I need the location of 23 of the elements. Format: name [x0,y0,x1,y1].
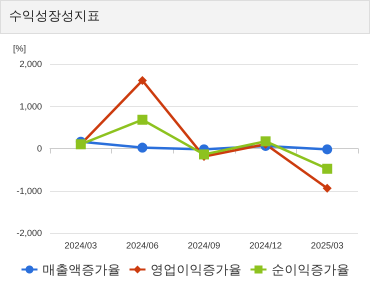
point [322,184,332,193]
point [138,76,147,85]
point [199,149,209,160]
x-tick-label: 2024/09 [188,240,220,250]
x-tick-label: 2024/06 [126,240,159,250]
y-tick-label: 1,000 [19,101,42,112]
x-tick-label: 2024/03 [64,240,98,250]
y-tick-label: 0 [36,144,42,154]
y-tick-label: -1,000 [16,186,42,196]
legend-label: 매출액증가율 [42,262,120,277]
point [322,144,332,154]
point [137,114,148,125]
point [260,136,271,146]
legend-label: 영업이익증가율 [150,262,242,277]
point [137,142,148,153]
y-tick-label: 2,000 [19,59,42,69]
y-tick-label: -2,000 [16,228,42,238]
y-axis-title: [%] [13,44,26,54]
x-tick-label: 2025/03 [310,240,344,250]
legend-label: 순이익증가율 [272,262,350,277]
chart-title: 수익성장성지표 [0,0,370,34]
x-tick-label: 2024/12 [249,240,282,250]
point [322,164,332,174]
